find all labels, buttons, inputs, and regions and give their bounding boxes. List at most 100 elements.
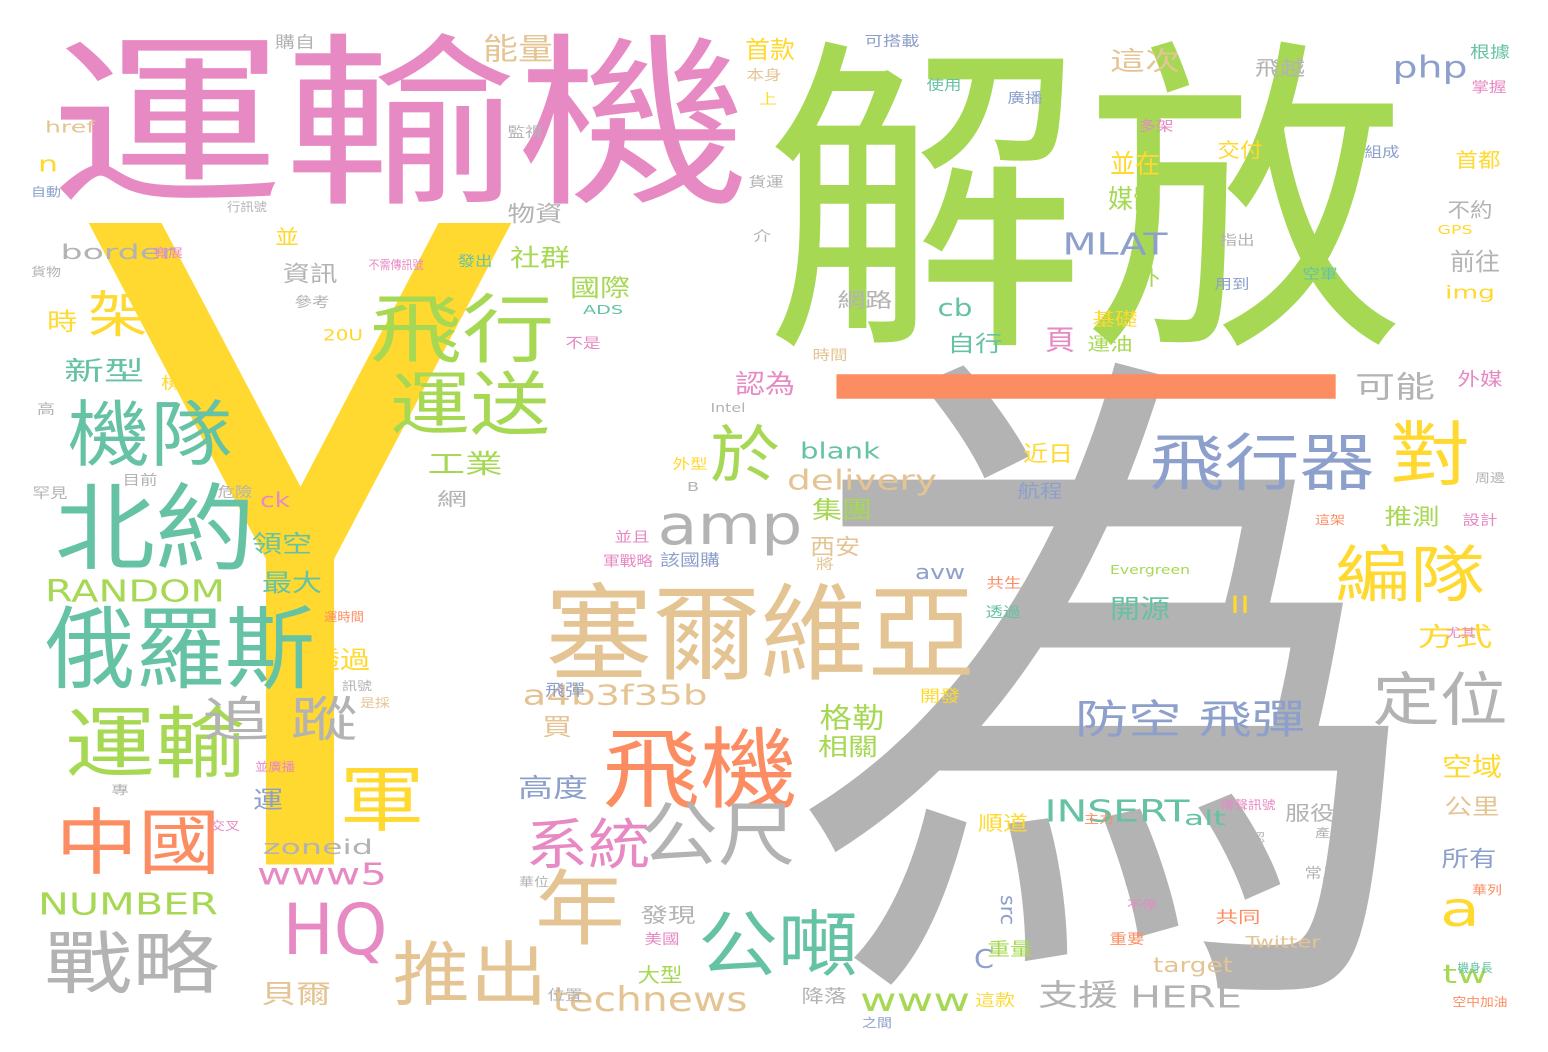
word-cloud-word: 格勒 bbox=[820, 702, 885, 735]
word-cloud-word: 網路 bbox=[838, 288, 893, 312]
word-cloud-word: zoneid bbox=[263, 835, 373, 859]
word-cloud-word: tw bbox=[1443, 960, 1488, 990]
word-cloud-word: 機身長 bbox=[1458, 960, 1493, 975]
word-cloud-word: 之間 bbox=[862, 1016, 892, 1030]
word-cloud-word: 使用 bbox=[927, 77, 962, 94]
word-cloud-word: 購自 bbox=[275, 33, 315, 52]
word-cloud-word: Evergreen bbox=[1110, 563, 1190, 577]
word-cloud-word: 不停 bbox=[1127, 897, 1157, 912]
word-cloud-word: 順道 bbox=[978, 811, 1028, 835]
word-cloud-word: HERE bbox=[1130, 981, 1242, 1016]
word-cloud-word: www bbox=[860, 981, 970, 1019]
word-cloud-word: 行訊號 bbox=[227, 199, 267, 214]
word-cloud-word: 資訊 bbox=[283, 263, 338, 288]
word-cloud-word: 所有 bbox=[1442, 848, 1497, 873]
word-cloud-word: HQ bbox=[283, 889, 388, 971]
word-cloud-word: 高度 bbox=[518, 774, 588, 804]
word-cloud-word: Intel bbox=[711, 401, 746, 415]
word-cloud-word: 組成 bbox=[1365, 145, 1400, 161]
word-cloud-word: 飛機 bbox=[603, 719, 798, 822]
word-cloud-word: blank bbox=[800, 440, 880, 465]
word-cloud-word: 不約 bbox=[1448, 198, 1493, 222]
word-cloud-word: 機型 bbox=[161, 374, 211, 393]
word-cloud-word: 於 bbox=[710, 419, 780, 492]
word-cloud-word: 不需傳訊號 bbox=[369, 257, 424, 272]
word-cloud-word: 飛越 bbox=[1255, 56, 1305, 80]
word-cloud-word: 多架 bbox=[1139, 118, 1174, 135]
word-cloud-word: 自行 bbox=[948, 333, 1003, 358]
word-cloud-word: 系統 bbox=[526, 813, 651, 877]
word-cloud-word: href bbox=[45, 118, 96, 137]
word-cloud-word: 共生 bbox=[987, 576, 1022, 592]
word-cloud-word: 定位 bbox=[1373, 666, 1508, 734]
word-cloud-word: 大型 bbox=[638, 963, 683, 987]
word-cloud-word: 架 bbox=[88, 286, 148, 344]
word-cloud-word: 這款 bbox=[975, 991, 1015, 1010]
word-cloud-word: 可搭載 bbox=[865, 34, 920, 50]
word-cloud-word: 自動 bbox=[31, 185, 61, 199]
word-cloud-word: 危險 bbox=[218, 485, 253, 501]
word-cloud-word: 周邊 bbox=[1475, 471, 1505, 485]
word-cloud-word: 透過 bbox=[986, 605, 1021, 621]
word-cloud-word: amp bbox=[658, 493, 803, 557]
word-cloud-word: 訊號 bbox=[342, 678, 372, 693]
word-cloud-word: GPS bbox=[1438, 223, 1473, 237]
word-cloud-word: 20U bbox=[323, 326, 363, 345]
word-cloud-word: 並在 bbox=[1110, 150, 1160, 180]
word-cloud-word: a bbox=[1440, 882, 1480, 938]
word-cloud-word: II bbox=[1230, 591, 1250, 619]
word-cloud-word: 透過 bbox=[310, 646, 370, 674]
word-cloud-word: 時間 bbox=[813, 348, 848, 364]
word-cloud-word: B bbox=[687, 480, 699, 494]
word-cloud-word: 根據 bbox=[1470, 43, 1510, 62]
word-cloud-word: 並廣播 bbox=[255, 760, 295, 774]
word-cloud-word: 推測 bbox=[1385, 506, 1440, 531]
word-cloud-word: 運油 bbox=[1088, 335, 1133, 356]
word-cloud-word: 對 bbox=[1390, 414, 1470, 496]
word-cloud-word: 並 bbox=[275, 225, 299, 249]
word-cloud-word: 新型 bbox=[64, 357, 144, 387]
word-cloud-word: 寬展 bbox=[153, 245, 183, 260]
word-cloud-word: 高 bbox=[37, 401, 55, 418]
word-cloud-word: 基礎 bbox=[1093, 310, 1138, 331]
word-cloud-word: 一 bbox=[813, 226, 1358, 575]
word-cloud-word: 運送 bbox=[390, 364, 550, 446]
word-cloud-word: 並且 bbox=[615, 530, 650, 546]
word-cloud-word: n bbox=[38, 153, 58, 178]
word-cloud-word: 開源 bbox=[1110, 595, 1170, 625]
word-cloud-word: 國際 bbox=[570, 274, 630, 302]
word-cloud-word: RANDOM bbox=[45, 575, 225, 610]
word-cloud-word: 飛行器 bbox=[1150, 427, 1375, 500]
word-cloud-word: 參考 bbox=[295, 295, 330, 311]
word-cloud-word: 飛行 bbox=[370, 286, 555, 374]
word-cloud-word: NUMBER bbox=[38, 888, 218, 923]
word-cloud-word: 掌握 bbox=[1472, 80, 1507, 96]
word-cloud-word: 這架 bbox=[1315, 512, 1345, 527]
word-cloud-word: 解放 bbox=[765, 13, 1405, 397]
word-cloud-word: 介 bbox=[753, 229, 771, 245]
word-cloud-word: 頁 bbox=[1045, 324, 1075, 357]
word-cloud-word: 集團 bbox=[812, 496, 872, 524]
word-cloud-word: 認為 bbox=[735, 370, 795, 400]
word-cloud-word: 買 bbox=[542, 713, 572, 741]
word-cloud-word: 該國購 bbox=[660, 551, 720, 570]
word-cloud-word: 推出 bbox=[393, 934, 548, 1016]
word-cloud-word: 媒體 bbox=[1108, 185, 1158, 215]
word-cloud-word: ck bbox=[260, 488, 291, 512]
word-cloud-word: 前往 bbox=[1450, 248, 1500, 276]
word-cloud-word: 發現 bbox=[641, 903, 696, 927]
word-cloud-word: 貨運 bbox=[749, 174, 784, 191]
word-cloud-word: a4b3f35b bbox=[523, 679, 708, 712]
word-cloud-word: 尤其 bbox=[1446, 626, 1476, 640]
word-cloud-word: INSERT bbox=[1045, 795, 1191, 830]
word-cloud-word: 相關 bbox=[818, 733, 878, 761]
word-cloud-word: 用到 bbox=[1215, 277, 1250, 293]
word-cloud-word: 最大 bbox=[262, 569, 322, 597]
word-cloud-word: 服役 bbox=[1285, 801, 1335, 825]
word-cloud-word: 公里 bbox=[1445, 796, 1500, 821]
word-cloud-word: 年 bbox=[535, 863, 625, 958]
word-cloud-word: 為 bbox=[790, 305, 1430, 1052]
word-cloud-word: 網 bbox=[437, 490, 467, 511]
word-cloud-word: 目前 bbox=[123, 472, 158, 489]
word-cloud-word: delivery bbox=[787, 464, 937, 497]
